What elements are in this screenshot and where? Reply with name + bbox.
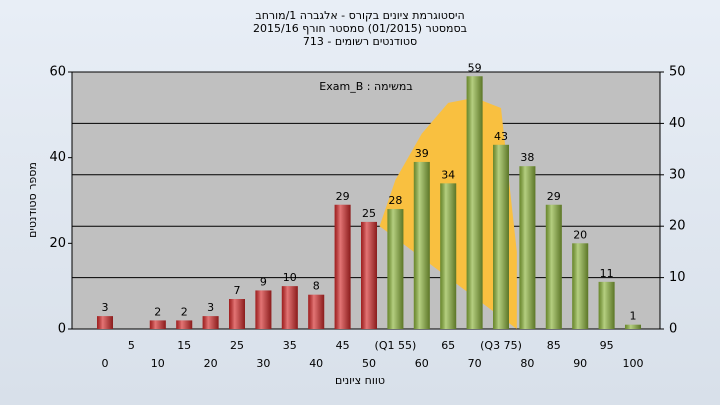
title-line: היסטוגרמת ציונים בקורס - אלגברה 1/מורחב	[255, 9, 464, 22]
x-tick-label: 5	[128, 339, 135, 352]
x-tick-label: 95	[600, 339, 614, 352]
value-label: 29	[547, 190, 561, 203]
value-label: 1	[630, 310, 637, 323]
value-label: 29	[336, 190, 350, 203]
value-label: 2	[154, 305, 161, 318]
annotation: במשימה : Exam_B	[319, 80, 412, 93]
y2-tick-label: 30	[669, 167, 686, 182]
x-tick-label: 50	[362, 357, 376, 370]
bar-shade	[97, 316, 113, 329]
bar-shade	[281, 286, 298, 329]
x-tick-label: (Q3 75)	[480, 339, 522, 352]
y2-tick-label: 20	[669, 219, 686, 234]
value-label: 38	[520, 151, 534, 164]
title-line: סטודנטים רשומים - 713	[303, 35, 417, 48]
value-label: 8	[313, 280, 320, 293]
bar-shade	[255, 290, 272, 329]
x-tick-label: 30	[256, 357, 270, 370]
x-tick-label: 85	[547, 339, 561, 352]
bar-shade	[598, 281, 615, 329]
bar-shade	[149, 320, 166, 329]
bar-shade	[413, 161, 430, 329]
chart-layer: 0102030405002040600351021522032573093510…	[49, 61, 685, 370]
y2-tick-label: 0	[669, 322, 677, 337]
bar-shade	[519, 166, 536, 329]
x-tick-label: 40	[309, 357, 323, 370]
bar-shade	[572, 243, 589, 329]
y-tick-label: 20	[49, 236, 66, 251]
y-tick-label: 40	[49, 150, 66, 165]
bar-shade	[202, 316, 219, 329]
bar-shade	[440, 183, 457, 329]
y2-tick-label: 40	[669, 116, 686, 131]
value-label: 9	[260, 275, 267, 288]
x-tick-label: 20	[204, 357, 218, 370]
x-tick-label: 60	[415, 357, 429, 370]
value-label: 2	[181, 305, 188, 318]
value-label: 28	[388, 194, 402, 207]
value-label: 59	[468, 61, 482, 74]
x-tick-label: 25	[230, 339, 244, 352]
bar-shade	[466, 76, 483, 330]
x-tick-label: 65	[441, 339, 455, 352]
value-label: 7	[234, 284, 241, 297]
bar-shade	[308, 294, 325, 329]
x-tick-label: 35	[283, 339, 297, 352]
y-axis-label: מספר סטודנטים	[26, 162, 39, 238]
y2-tick-label: 10	[669, 270, 686, 285]
bar-shade	[625, 324, 641, 329]
value-label: 39	[415, 147, 429, 160]
value-label: 25	[362, 207, 376, 220]
value-label: 3	[102, 301, 109, 314]
bar-shade	[387, 209, 404, 329]
x-tick-label: 45	[336, 339, 350, 352]
x-tick-label: 80	[520, 357, 534, 370]
x-tick-label: 0	[102, 357, 109, 370]
y2-tick-label: 50	[669, 65, 686, 80]
bar-shade	[493, 144, 509, 329]
x-tick-label: (Q1 55)	[375, 339, 417, 352]
x-tick-label: 15	[177, 339, 191, 352]
bar-shade	[361, 221, 377, 329]
bar-shade	[176, 320, 193, 329]
value-label: 20	[573, 228, 587, 241]
value-label: 10	[283, 271, 297, 284]
y-tick-label: 0	[58, 322, 66, 337]
x-axis-label: טווח ציונים	[335, 374, 385, 387]
x-tick-label: 100	[623, 357, 644, 370]
value-label: 43	[494, 130, 508, 143]
value-label: 11	[600, 267, 614, 280]
x-tick-label: 90	[573, 357, 587, 370]
title-line: בסמסטר (01/2015) סמסטר חורף 2015/16	[253, 22, 467, 35]
value-label: 34	[441, 168, 455, 181]
x-tick-label: 10	[151, 357, 165, 370]
x-tick-label: 70	[468, 357, 482, 370]
bar-shade	[545, 204, 562, 329]
y-tick-label: 60	[49, 65, 66, 80]
bar-shade	[229, 299, 245, 329]
value-label: 3	[207, 301, 214, 314]
bar-shade	[334, 204, 351, 329]
